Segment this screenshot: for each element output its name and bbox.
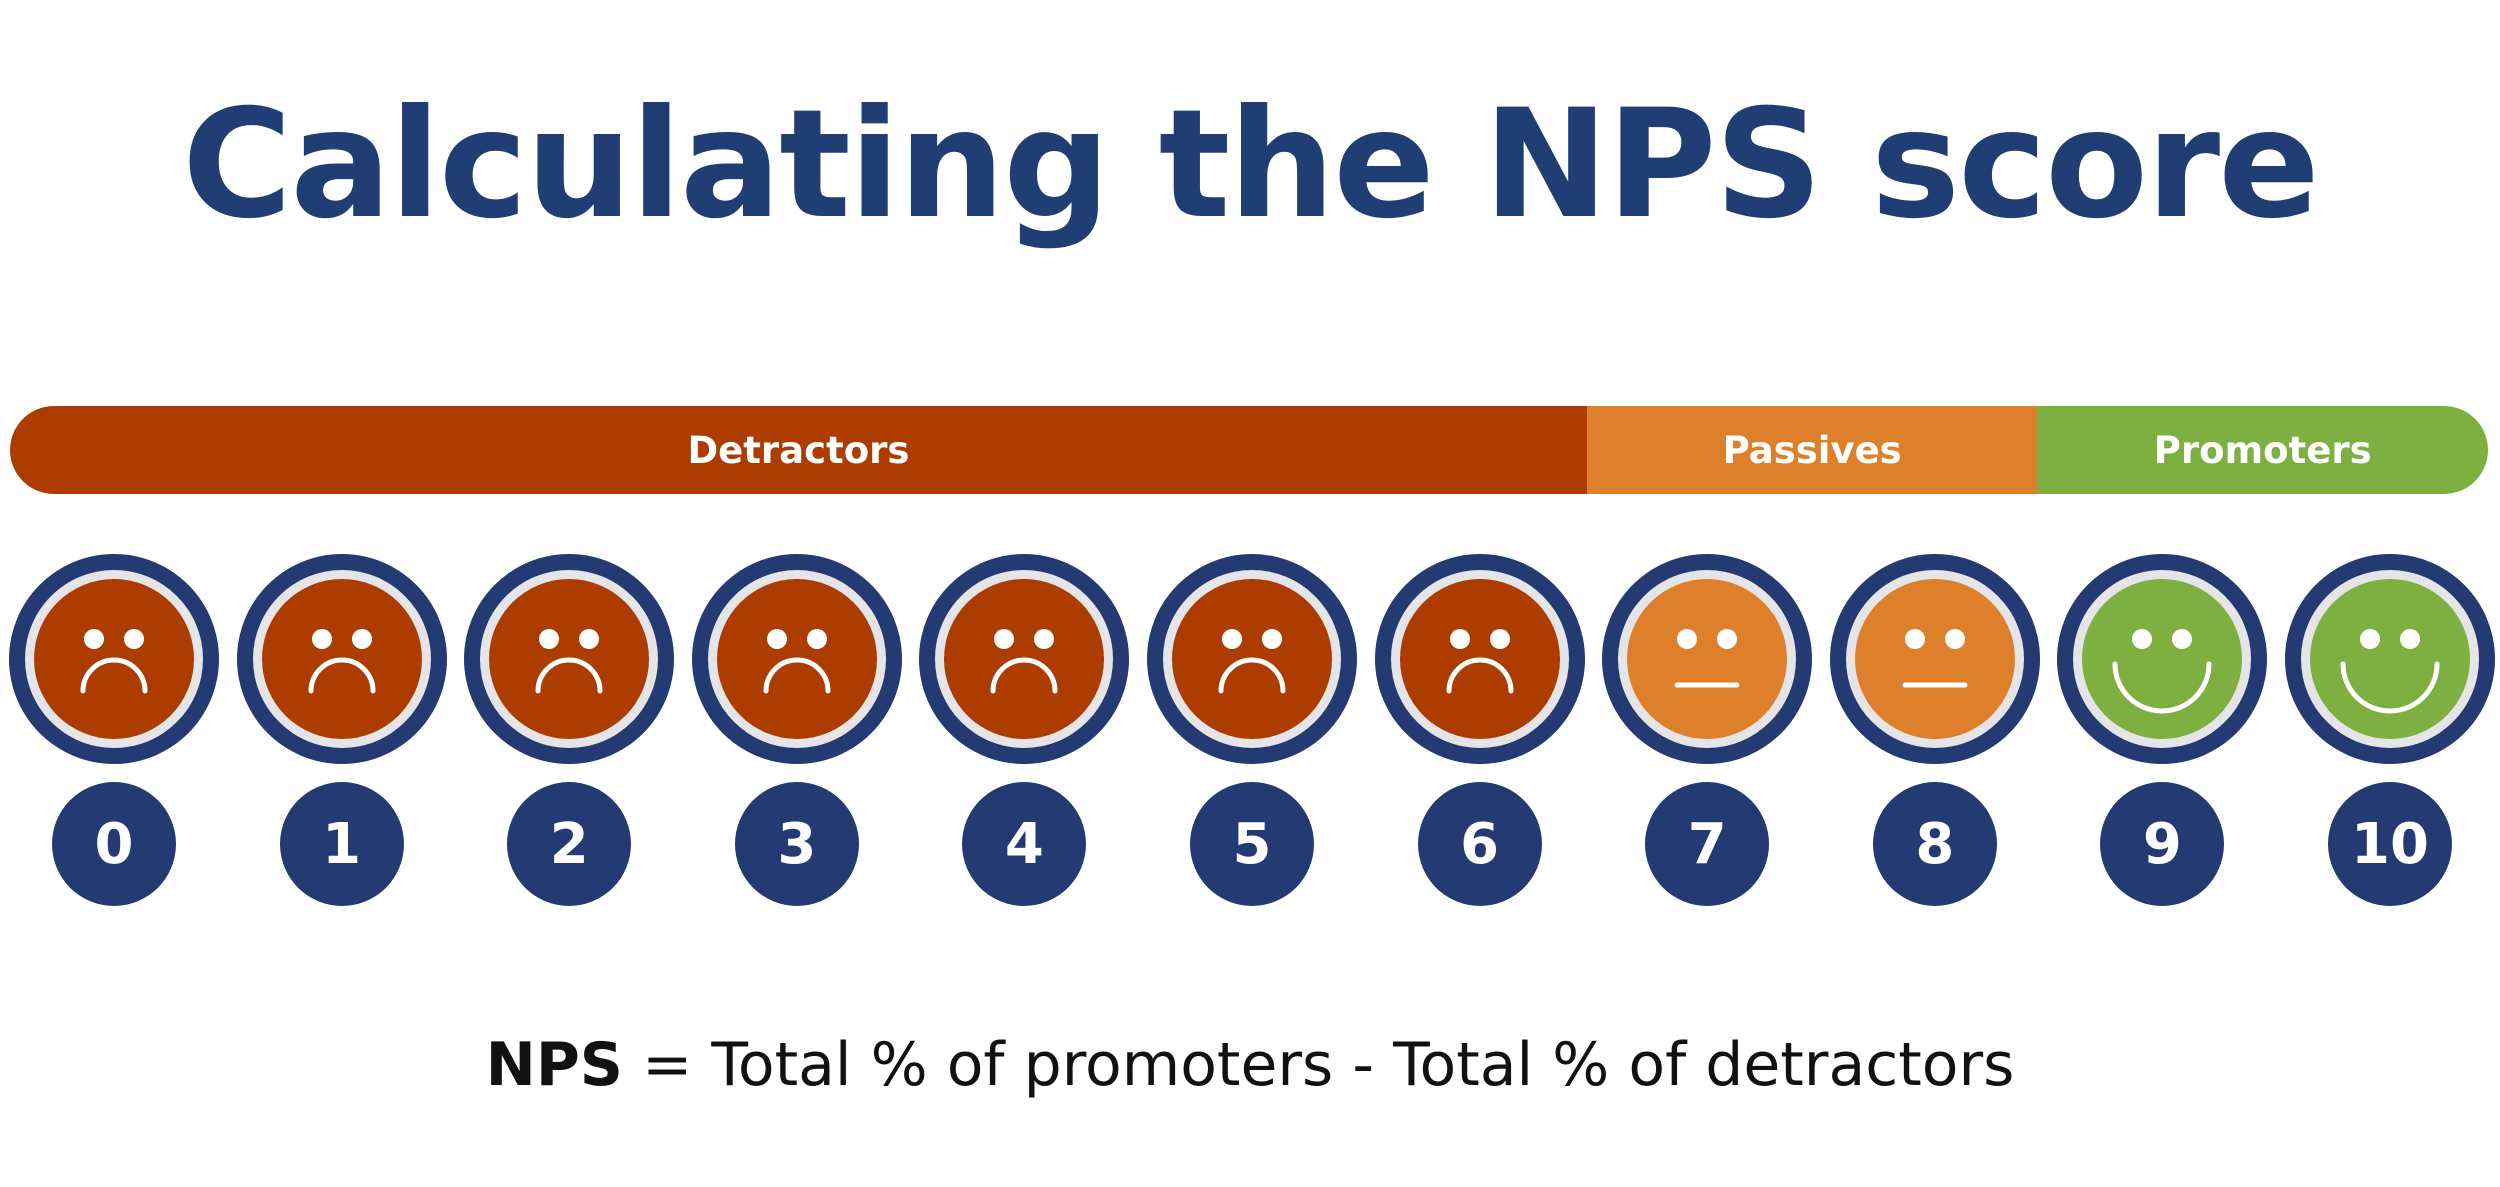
happy-mouth bbox=[2112, 661, 2212, 714]
score-badge-7: 7 bbox=[1645, 782, 1770, 906]
sad-mouth bbox=[990, 657, 1058, 694]
nps-formula: NPS = Total % of promoters - Total % of … bbox=[0, 1020, 2500, 1110]
sad-face-icon bbox=[464, 554, 675, 764]
sad-face-icon bbox=[1147, 554, 1357, 764]
left-eye bbox=[766, 629, 787, 649]
right-eye bbox=[351, 629, 372, 649]
left-eye bbox=[311, 629, 332, 649]
face-disc bbox=[2310, 579, 2470, 739]
score-badge-4: 4 bbox=[962, 782, 1087, 906]
page-title: Calculating the NPS score bbox=[182, 78, 2320, 252]
neutral-face-icon bbox=[1829, 554, 2040, 764]
face-disc bbox=[1854, 579, 2015, 739]
face-disc bbox=[1627, 579, 1788, 739]
left-eye bbox=[1449, 629, 1470, 649]
happy-face-icon bbox=[2285, 554, 2495, 764]
sad-mouth bbox=[1446, 657, 1514, 694]
score-badge-9: 9 bbox=[2100, 782, 2225, 906]
score-badge-3: 3 bbox=[734, 782, 859, 906]
score-badge-2: 2 bbox=[507, 782, 632, 906]
sad-face-icon bbox=[236, 554, 447, 764]
score-badge-5: 5 bbox=[1190, 782, 1314, 906]
segment-promoters: Promoters bbox=[2037, 406, 2488, 494]
segment-detractors: Detractors bbox=[10, 406, 1587, 494]
right-eye bbox=[579, 629, 600, 649]
score-badge-0: 0 bbox=[52, 782, 176, 906]
segment-passives: Passives bbox=[1586, 406, 2038, 494]
face-disc bbox=[2082, 579, 2243, 739]
sad-mouth bbox=[763, 657, 831, 694]
left-eye bbox=[1222, 629, 1242, 649]
sad-mouth bbox=[535, 657, 603, 694]
right-eye bbox=[2172, 629, 2193, 649]
neutral-face-icon bbox=[1602, 554, 1813, 764]
sad-mouth bbox=[308, 657, 376, 694]
left-eye bbox=[994, 629, 1015, 649]
right-eye bbox=[2400, 629, 2420, 649]
sad-mouth bbox=[1218, 657, 1286, 694]
formula-expression: = Total % of promoters - Total % of detr… bbox=[623, 1030, 2015, 1100]
right-eye bbox=[1717, 629, 1738, 649]
happy-face-icon bbox=[2057, 554, 2268, 764]
sad-face-icon bbox=[1374, 554, 1585, 764]
score-badge-10: 10 bbox=[2328, 782, 2452, 906]
sad-face-icon bbox=[9, 554, 219, 764]
right-eye bbox=[1034, 629, 1055, 649]
category-bar: Detractors Passives Promoters bbox=[10, 406, 2488, 494]
left-eye bbox=[2360, 629, 2380, 649]
right-eye bbox=[124, 629, 144, 649]
formula-term: NPS bbox=[485, 1030, 624, 1100]
score-badge-6: 6 bbox=[1417, 782, 1542, 906]
right-eye bbox=[806, 629, 827, 649]
right-eye bbox=[1489, 629, 1510, 649]
score-badge-1: 1 bbox=[279, 782, 404, 906]
left-eye bbox=[84, 629, 104, 649]
sad-mouth bbox=[80, 657, 148, 694]
left-eye bbox=[539, 629, 560, 649]
left-eye bbox=[2132, 629, 2153, 649]
right-eye bbox=[1262, 629, 1282, 649]
sad-face-icon bbox=[919, 554, 1130, 764]
right-eye bbox=[1944, 629, 1965, 649]
score-badge-8: 8 bbox=[1872, 782, 1997, 906]
happy-mouth bbox=[2340, 661, 2440, 714]
sad-face-icon bbox=[691, 554, 902, 764]
left-eye bbox=[1904, 629, 1925, 649]
left-eye bbox=[1677, 629, 1698, 649]
